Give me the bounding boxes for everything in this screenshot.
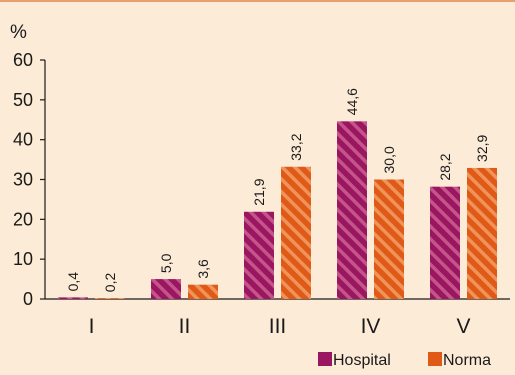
value-labels-group: 0,4 0,2 5,0 3,6 21,9 33,2 44,6 30,0 28,2 32,9 [65, 88, 490, 292]
bar-hospital [337, 121, 367, 300]
bar-norma [188, 284, 218, 299]
y-tick-label: 10 [13, 249, 33, 269]
bar-value-label: 21,9 [251, 178, 267, 205]
legend: Hospital Norma [318, 352, 491, 369]
x-tick-label: III [269, 315, 287, 338]
y-tick-label: 0 [23, 289, 33, 309]
bar-hospital [430, 186, 460, 299]
bar-norma [467, 167, 497, 299]
bar-hospital [151, 279, 181, 299]
x-tick-label: I [89, 315, 95, 338]
bar-value-label: 33,2 [288, 133, 304, 160]
bar-norma [95, 298, 125, 299]
y-axis-ticks: 0 10 20 30 40 50 60 [13, 50, 45, 309]
bar-value-label: 0,4 [65, 272, 81, 292]
bar-value-label: 0,2 [102, 273, 118, 293]
bar-norma [281, 166, 311, 299]
bar-value-label: 3,6 [195, 259, 211, 279]
bar-value-label: 28,2 [437, 153, 453, 180]
y-tick-label: 40 [13, 130, 33, 150]
y-tick-label: 30 [13, 170, 33, 190]
legend-label: Hospital [333, 352, 391, 369]
bar-value-label: 5,0 [158, 253, 174, 273]
legend-label: Norma [443, 352, 491, 369]
bar-value-label: 32,9 [474, 134, 490, 161]
bars-group [58, 121, 497, 300]
y-tick-label: 60 [13, 50, 33, 70]
x-tick-label: IV [361, 315, 381, 338]
y-tick-label: 50 [13, 90, 33, 110]
y-unit-label: % [10, 22, 27, 43]
x-tick-label: II [179, 315, 191, 338]
bar-norma [374, 179, 404, 299]
bar-hospital [244, 211, 274, 299]
bar-value-label: 44,6 [344, 88, 360, 115]
bar-value-label: 30,0 [381, 146, 397, 173]
x-axis-ticks: I II III IV V [89, 315, 471, 338]
x-tick-label: V [456, 315, 470, 338]
y-tick-label: 20 [13, 209, 33, 229]
bar-hospital [58, 297, 88, 299]
legend-swatch [318, 352, 332, 366]
legend-swatch [428, 352, 442, 366]
